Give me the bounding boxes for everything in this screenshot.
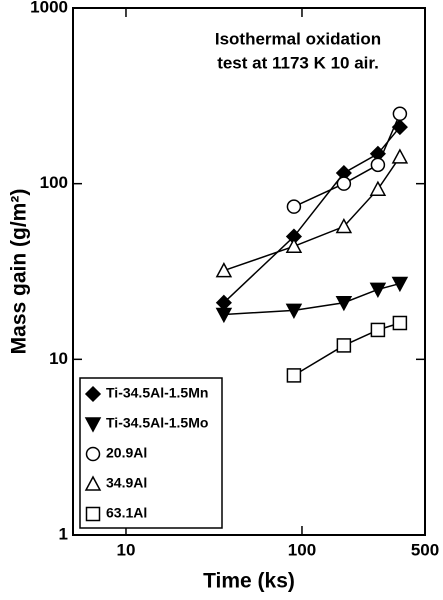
legend-marker: [84, 475, 102, 491]
legend-label: Ti-34.5Al-1.5Mn: [106, 385, 208, 401]
data-point: [215, 307, 233, 324]
data-point: [336, 338, 352, 353]
legend-label: 34.9Al: [106, 475, 147, 491]
series-line: [293, 322, 401, 377]
plot-frame: [72, 7, 426, 536]
annotation: Isothermal oxidation: [215, 29, 381, 48]
legend-marker: [84, 417, 102, 433]
y-tick-label: 1000: [30, 0, 68, 16]
data-point: [392, 106, 408, 122]
y-axis-label: Mass gain (g/m²): [8, 189, 31, 355]
data-point: [391, 276, 409, 293]
legend-marker: [84, 385, 102, 403]
legend-marker: [85, 446, 101, 462]
legend-label: 20.9Al: [106, 445, 147, 461]
data-point: [391, 148, 409, 164]
data-point: [336, 176, 352, 191]
x-tick-label: 500: [411, 540, 439, 559]
data-point: [286, 199, 302, 214]
data-point: [215, 262, 233, 278]
legend-marker: [85, 506, 101, 522]
data-point: [370, 322, 386, 338]
data-point: [335, 217, 353, 234]
y-tick-label: 1: [59, 524, 68, 543]
data-point: [369, 282, 387, 299]
data-point: [285, 237, 303, 254]
legend-label: Ti-34.5Al-1.5Mo: [106, 415, 208, 431]
annotation: test at 1173 K 10 air.: [217, 53, 379, 72]
data-point: [286, 368, 302, 383]
data-point: [370, 157, 386, 173]
x-axis-label: Time (ks): [203, 570, 295, 593]
data-point: [335, 295, 353, 312]
x-tick-label: 10: [117, 540, 136, 559]
legend-label: 63.1Al: [106, 505, 147, 521]
legend-box: [79, 377, 223, 529]
y-tick-label: 100: [40, 173, 68, 192]
x-tick-label: 100: [288, 540, 316, 559]
data-point: [392, 315, 408, 331]
series-line: [293, 113, 401, 208]
data-point: [285, 303, 303, 319]
y-tick-label: 10: [49, 349, 68, 368]
data-point: [369, 180, 387, 196]
